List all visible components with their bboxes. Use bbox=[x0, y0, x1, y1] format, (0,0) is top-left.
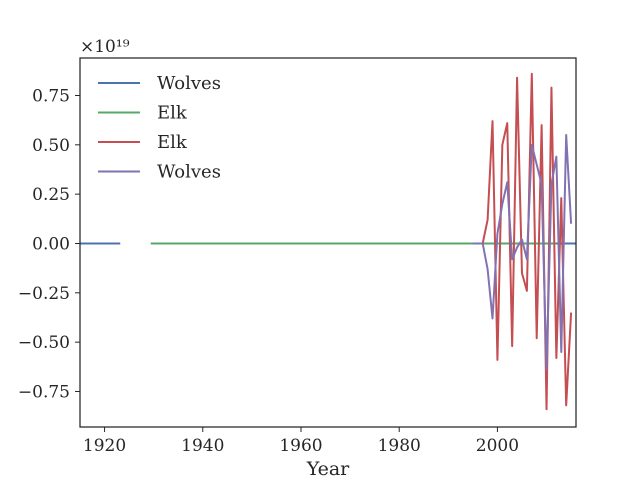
y-tick-label: 0.00 bbox=[32, 234, 70, 254]
legend-label: Elk bbox=[157, 103, 188, 124]
y-tick-label: −0.25 bbox=[18, 284, 70, 304]
series-line-4 bbox=[472, 133, 573, 371]
x-axis-label: Year bbox=[306, 458, 350, 480]
series-line-3 bbox=[472, 72, 573, 411]
series-layer bbox=[80, 72, 576, 411]
legend: Wolves Elk Elk Wolves bbox=[98, 73, 221, 183]
x-tick-label: 1980 bbox=[378, 436, 421, 456]
legend-label: Wolves bbox=[157, 73, 221, 94]
y-offset-label: ×10¹⁹ bbox=[80, 37, 130, 57]
x-tick-label: 1920 bbox=[83, 436, 126, 456]
y-tick-label: −0.75 bbox=[18, 382, 70, 402]
y-axis-ticks: −0.75 −0.50 −0.25 0.00 0.25 0.50 0.75 bbox=[18, 86, 80, 402]
x-tick-label: 1940 bbox=[181, 436, 224, 456]
x-tick-label: 1960 bbox=[279, 436, 322, 456]
legend-label: Elk bbox=[157, 132, 188, 153]
y-tick-label: 0.25 bbox=[32, 185, 70, 205]
y-tick-label: 0.75 bbox=[32, 86, 70, 106]
x-tick-label: 2000 bbox=[476, 436, 519, 456]
plot-frame bbox=[79, 57, 577, 428]
legend-label: Wolves bbox=[157, 162, 221, 183]
x-axis-ticks: 1920 1940 1960 1980 2000 bbox=[83, 427, 519, 456]
y-tick-label: 0.50 bbox=[32, 136, 70, 156]
y-tick-label: −0.50 bbox=[18, 333, 70, 353]
